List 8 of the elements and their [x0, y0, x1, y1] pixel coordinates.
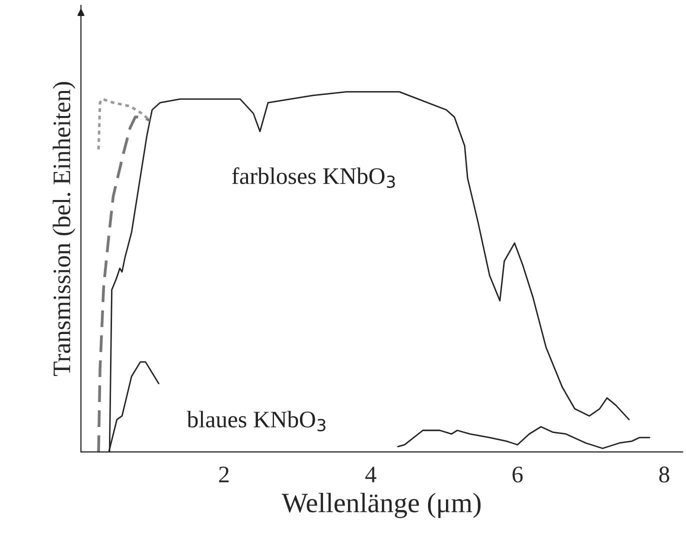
y-axis-title: Transmission (bel. Einheiten) [52, 82, 76, 376]
x-tick-label: 6 [512, 466, 523, 482]
x-tick-label: 2 [219, 466, 229, 482]
x-tick-label: 4 [365, 466, 376, 482]
series-label: farbloses KNbO$_{3}$ [232, 167, 395, 188]
x-axis-title: Wellenlänge (μm) [282, 492, 481, 518]
x-tick-label: 8 [659, 466, 670, 482]
series-label: blaues KNbO$_{3}$ [186, 410, 326, 432]
